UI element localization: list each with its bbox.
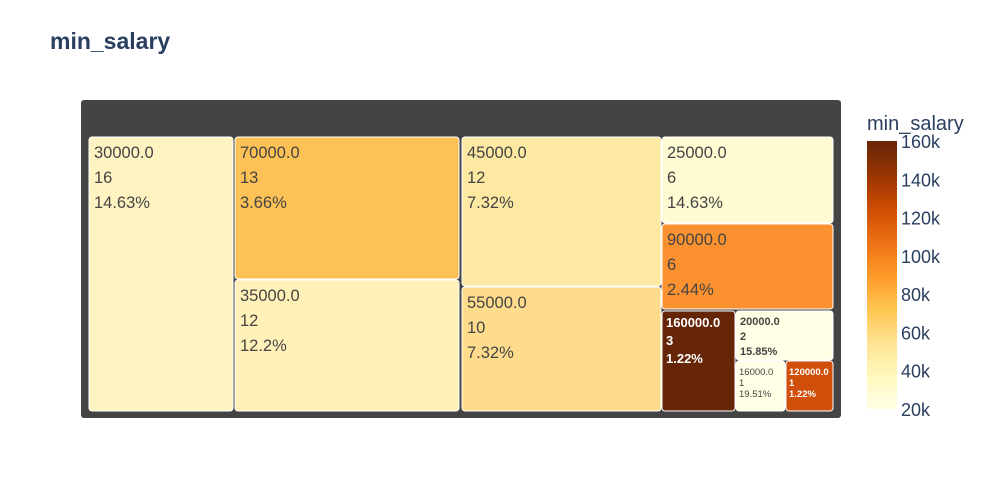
treemap-tile-rect[interactable]	[461, 136, 662, 287]
colorbar-tick-label: 40k	[901, 362, 931, 382]
tile-value: 1	[739, 378, 744, 389]
treemap-tile-rect[interactable]	[661, 136, 834, 224]
treemap-tile-rect[interactable]	[735, 360, 786, 412]
treemap-tile[interactable]: 20000.0 2 15.85%	[735, 310, 834, 361]
tile-label: 90000.0	[667, 231, 727, 249]
colorbar: min_salary 160k 140k 120k 100k 80k 60k 40k 20k	[867, 113, 964, 420]
treemap-tile[interactable]: 25000.0 6 14.63%	[661, 136, 834, 224]
treemap-tile[interactable]: 45000.0 12 7.32%	[461, 136, 662, 287]
tile-value: 6	[667, 256, 676, 274]
treemap-tile-rect[interactable]	[661, 223, 834, 310]
colorbar-tick-label: 80k	[901, 285, 931, 305]
chart-title: min_salary	[50, 28, 171, 54]
tile-percent: 14.63%	[667, 194, 723, 212]
treemap-tile-rect[interactable]	[735, 310, 834, 361]
treemap-tile[interactable]: 120000.011.22%	[785, 360, 834, 412]
tile-percent: 2.44%	[667, 281, 714, 299]
tile-label: 70000.0	[240, 144, 300, 162]
tile-label: 55000.0	[467, 294, 527, 312]
tile-label: 35000.0	[240, 287, 300, 305]
treemap-tile[interactable]: 30000.0 16 14.63%	[88, 136, 234, 412]
treemap-tile-rect[interactable]	[234, 279, 460, 412]
tile-label: 20000.0	[740, 316, 780, 328]
tile-percent: 7.32%	[467, 194, 514, 212]
tile-value: 13	[240, 169, 258, 187]
tile-percent: 19.51%	[739, 389, 772, 400]
tile-percent: 3.66%	[240, 194, 287, 212]
tile-percent: 14.63%	[94, 194, 150, 212]
treemap-tile[interactable]: 70000.0 13 3.66%	[234, 136, 460, 280]
treemap-tile-rect[interactable]	[88, 136, 234, 412]
treemap-tile-rect[interactable]	[785, 360, 834, 412]
colorbar-tick-label: 120k	[901, 209, 941, 229]
tile-label: 30000.0	[94, 144, 154, 162]
colorbar-tick-label: 140k	[901, 170, 941, 190]
colorbar-ticks: 160k 140k 120k 100k 80k 60k 40k 20k	[901, 132, 941, 420]
tile-label: 160000.0	[666, 315, 720, 330]
tile-percent: 7.32%	[467, 344, 514, 362]
tile-value: 12	[467, 169, 485, 187]
colorbar-tick-label: 100k	[901, 247, 941, 267]
treemap-tile-rect[interactable]	[234, 136, 460, 280]
tile-label: 120000.0	[789, 367, 829, 378]
colorbar-title: min_salary	[867, 113, 964, 135]
treemap-tiles: 30000.01614.63%70000.0133.66%35000.01212…	[88, 136, 834, 412]
colorbar-gradient	[867, 141, 897, 409]
tile-percent: 12.2%	[240, 337, 287, 355]
tile-value: 2	[740, 331, 746, 343]
colorbar-tick-label: 20k	[901, 400, 931, 420]
tile-value: 16	[94, 169, 112, 187]
tile-label: 45000.0	[467, 144, 527, 162]
tile-value: 10	[467, 319, 485, 337]
tile-label: 25000.0	[667, 144, 727, 162]
treemap-tile[interactable]: 55000.0 10 7.32%	[461, 286, 662, 412]
tile-percent: 1.22%	[666, 351, 703, 366]
colorbar-tick-label: 160k	[901, 132, 941, 152]
treemap-tile-rect[interactable]	[661, 310, 736, 412]
tile-percent: 1.22%	[789, 389, 816, 400]
treemap-tile[interactable]: 90000.0 6 2.44%	[661, 223, 834, 310]
tile-value: 12	[240, 312, 258, 330]
tile-value: 6	[667, 169, 676, 187]
tile-label: 16000.0	[739, 367, 773, 378]
treemap-tile[interactable]: 160000.0 3 1.22%	[661, 310, 736, 412]
tile-value: 1	[789, 378, 795, 389]
tile-value: 3	[666, 333, 673, 348]
treemap-tile-rect[interactable]	[461, 286, 662, 412]
colorbar-tick-label: 60k	[901, 323, 931, 343]
treemap-tile[interactable]: 35000.0 12 12.2%	[234, 279, 460, 412]
tile-percent: 15.85%	[740, 346, 778, 358]
